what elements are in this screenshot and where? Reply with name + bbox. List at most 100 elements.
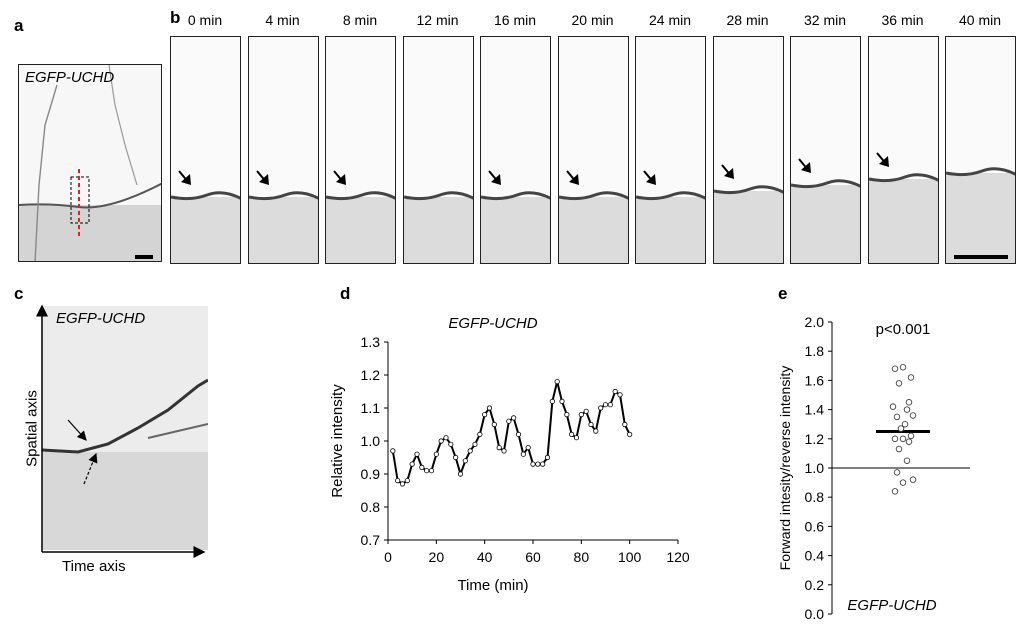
scatter-point: [903, 457, 911, 464]
data-point: [467, 448, 473, 454]
data-point: [530, 461, 536, 467]
time-frame-2: [325, 36, 396, 264]
data-point: [443, 435, 449, 441]
scatter-point: [891, 365, 899, 372]
x-tick-label: 20: [429, 549, 445, 565]
panel-a-label: EGFP-UCHD: [25, 69, 115, 86]
data-point: [424, 468, 430, 474]
data-point: [598, 405, 604, 411]
chart-e-ylabel: Forward intesity/reverse intensity: [777, 366, 793, 571]
y-tick-label-e: 0.2: [805, 577, 825, 593]
x-tick-label: 0: [384, 549, 392, 565]
data-point: [569, 431, 575, 437]
y-tick-label: 0.8: [361, 499, 381, 515]
chart-d-ylabel: Relative intensity: [329, 384, 346, 498]
time-label-6: 24 min: [648, 12, 692, 28]
data-point: [390, 448, 396, 454]
p-value-annotation: p<0.001: [876, 321, 931, 338]
arrow-icon-1: [255, 170, 269, 185]
x-tick-label: 120: [666, 549, 690, 565]
time-frame-7: [712, 36, 784, 264]
panel-c-xlabel: Time axis: [62, 558, 126, 575]
y-tick-label: 1.1: [361, 400, 381, 416]
y-tick-label: 0.9: [361, 466, 381, 482]
data-point: [482, 412, 488, 418]
scatter-point: [905, 438, 913, 445]
data-point: [491, 421, 497, 428]
y-tick-label-e: 0.4: [805, 548, 825, 564]
y-tick-label: 0.7: [361, 532, 381, 548]
time-frame-1: [247, 36, 319, 264]
scatter-point: [891, 435, 899, 443]
data-point: [477, 431, 483, 437]
arrow-icon-9: [875, 152, 889, 167]
time-frame-9: [867, 36, 939, 264]
data-point: [607, 402, 613, 408]
data-point: [453, 454, 459, 461]
scatter-point: [899, 435, 907, 443]
scatter-point: [901, 420, 909, 428]
time-frame-0: [170, 36, 241, 264]
time-frame-3: [402, 36, 474, 264]
scatter-point: [907, 432, 915, 440]
arrow-icon-7: [720, 164, 734, 179]
data-point: [409, 461, 415, 467]
panel-c-ylabel: Spatial axis: [23, 390, 41, 467]
panel-letter-a: a: [14, 16, 24, 35]
scatter-point: [889, 403, 897, 410]
data-point: [448, 441, 454, 447]
data-point: [515, 431, 522, 437]
data-point: [573, 435, 580, 441]
time-label-1: 4 min: [265, 12, 300, 28]
scale-bar-b: [954, 255, 1008, 259]
arrow-icon-8: [798, 158, 811, 173]
y-tick-label-e: 0.6: [805, 518, 825, 534]
data-point: [472, 441, 478, 447]
data-point: [540, 461, 546, 467]
scatter-point: [899, 479, 907, 486]
data-point: [457, 471, 464, 477]
time-label-8: 32 min: [803, 12, 847, 28]
y-tick-label-e: 0.8: [805, 489, 825, 505]
data-point: [496, 445, 502, 451]
time-label-0: 0 min: [187, 12, 223, 28]
panel-a-cell-image: [19, 65, 161, 261]
y-tick-label-e: 1.0: [805, 460, 825, 476]
data-point: [535, 461, 541, 467]
data-point: [554, 379, 560, 385]
time-label-5: 20 min: [571, 12, 614, 28]
panel-letter-e: e: [778, 284, 788, 303]
scatter-point: [891, 488, 899, 495]
time-label-7: 28 min: [726, 12, 769, 28]
data-point: [578, 412, 584, 418]
data-point: [395, 478, 401, 484]
scatter-point: [893, 469, 901, 476]
arrow-icon-4: [488, 170, 501, 185]
chart-d-title: EGFP-UCHD: [448, 315, 537, 332]
data-point: [433, 451, 439, 457]
data-point: [564, 412, 570, 418]
data-point: [506, 418, 512, 424]
scatter-point: [909, 476, 917, 483]
panel-a-image: EGFP-UCHD: [18, 64, 162, 262]
data-point: [559, 398, 565, 405]
data-point: [428, 468, 435, 474]
panel-c: EGFP-UCHD Time axis Spatial axis: [18, 302, 209, 575]
data-point: [511, 415, 517, 421]
x-tick-label: 60: [525, 549, 541, 565]
arrow-icon-0: [178, 170, 191, 185]
data-point: [588, 421, 594, 428]
y-tick-label-e: 2.0: [805, 314, 825, 330]
data-point: [525, 445, 531, 451]
arrow-icon-2: [333, 170, 346, 185]
roi-box: [70, 176, 90, 224]
time-frame-4: [480, 36, 551, 264]
panel-letter-c: c: [14, 284, 24, 303]
data-point: [622, 421, 628, 428]
data-point: [486, 405, 493, 411]
y-tick-label: 1.0: [361, 433, 381, 449]
dashed-arrow: [83, 452, 98, 485]
y-tick-label: 1.2: [361, 367, 381, 383]
data-point: [602, 402, 609, 408]
data-point: [617, 392, 623, 398]
